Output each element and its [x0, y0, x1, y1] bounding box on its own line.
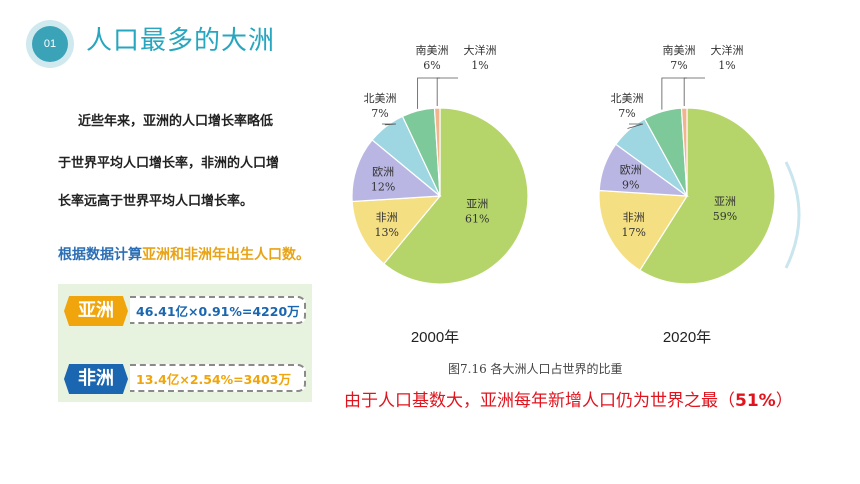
- pie-2000-pct-oceania: 1%: [471, 59, 488, 72]
- pie-2000-label-africa: 非洲: [376, 211, 398, 224]
- pie-2020-leader-north-america: [627, 123, 644, 129]
- pie-2020-pct-oceania: 1%: [718, 59, 735, 72]
- pie-2020-pct-africa: 17%: [621, 226, 645, 239]
- calc-label-africa: 非洲: [64, 364, 128, 394]
- pie-2000-slice-asia: [383, 107, 529, 285]
- hint-part-1: 根据数据计算: [58, 247, 142, 263]
- pie-2020-pct-asia: 59%: [713, 210, 737, 223]
- pie-2000-leader-north-america: [382, 123, 397, 126]
- pie-2000-pct-europe: 12%: [371, 181, 395, 194]
- decorative-arc: [784, 161, 801, 269]
- pie-2020-leader-oceania: [683, 77, 705, 107]
- pie-2020-label-oceania: 大洋洲: [711, 43, 744, 57]
- pie-2020-leader-south-america: [661, 77, 687, 110]
- pie-chart-2020: 亚洲 59% 非洲 17% 欧洲 9% 北美洲 7% 南美洲 7% 大洋洲 1%: [598, 43, 776, 285]
- pie-2020-label-asia: 亚洲: [714, 195, 736, 208]
- pie-2000-slice-africa: [351, 195, 442, 265]
- pie-charts: 亚洲 61% 非洲 13% 欧洲 12% 北美洲 7% 南美洲 6% 大洋洲 1% 亚洲 59% 非洲 17…: [351, 43, 776, 346]
- pie-2000-label-europe: 欧洲: [372, 166, 394, 179]
- section-number-badge: 01: [26, 20, 74, 68]
- pie-chart-2000: 亚洲 61% 非洲 13% 欧洲 12% 北美洲 7% 南美洲 6% 大洋洲 1%: [351, 43, 529, 285]
- pie-2020-xlabel: 2020年: [663, 329, 711, 346]
- section-number: 01: [32, 26, 68, 62]
- calc-row-africa: 非洲 13.4亿×2.54%=3403万: [64, 360, 316, 400]
- conclusion: 由于人口基数大，亚洲每年新增人口仍为世界之最（51%）: [344, 386, 793, 411]
- conclusion-close: ）: [775, 391, 793, 411]
- figure-caption: 图7.16 各大洲人口占世界的比重: [448, 362, 623, 376]
- pie-2020-pct-south-america: 7%: [670, 59, 687, 72]
- pie-2020-slice-africa: [598, 189, 689, 272]
- pie-2000-label-south-america: 南美洲: [416, 44, 449, 57]
- pie-2000-slice-oceania: [433, 107, 441, 197]
- pie-2020-label-europe: 欧洲: [620, 164, 642, 177]
- calculation-panel: 亚洲 46.41亿×0.91%=4220万 非洲 13.4亿×2.54%=340…: [58, 284, 312, 402]
- calc-row-asia: 亚洲 46.41亿×0.91%=4220万: [64, 292, 316, 332]
- hint-part-2: 亚洲和非洲年出生人口数。: [142, 247, 310, 263]
- paragraph-line-2: 于世界平均人口增长率，非洲的人口增: [58, 156, 280, 171]
- paragraph-line-1: 近些年来，亚洲的人口增长率略低: [78, 114, 274, 129]
- pie-2000-pct-africa: 13%: [374, 226, 398, 239]
- calc-formula-asia: 46.41亿×0.91%=4220万: [130, 296, 306, 324]
- pie-2000-label-asia: 亚洲: [466, 197, 488, 210]
- calc-formula-africa: 13.4亿×2.54%=3403万: [130, 364, 306, 392]
- pie-2000-leader-oceania: [436, 77, 458, 107]
- pie-2000-pct-asia: 61%: [465, 212, 489, 225]
- calculation-hint: 根据数据计算亚洲和非洲年出生人口数。: [58, 244, 310, 264]
- pie-2000-label-oceania: 大洋洲: [464, 43, 497, 57]
- paragraph-line-3: 长率远高于世界平均人口增长率。: [58, 194, 254, 209]
- pie-2020-slice-oceania: [680, 107, 688, 197]
- pie-2020-label-africa: 非洲: [623, 211, 645, 224]
- pie-2000-xlabel: 2000年: [411, 329, 459, 346]
- pie-2020-pct-north-america: 7%: [618, 107, 635, 120]
- calc-label-asia: 亚洲: [64, 296, 128, 326]
- pie-2000-leader-south-america: [417, 77, 440, 109]
- conclusion-text: 由于人口基数大，亚洲每年新增人口仍为世界之最（: [344, 391, 735, 411]
- pie-2000-slice-europe: [351, 139, 442, 203]
- pie-2020-pct-europe: 9%: [622, 179, 639, 192]
- pie-2000-pct-south-america: 6%: [423, 59, 440, 72]
- conclusion-pct: 51%: [735, 391, 776, 411]
- pie-2000-label-north-america: 北美洲: [364, 92, 397, 105]
- pie-2000-pct-north-america: 7%: [371, 107, 388, 120]
- pie-2020-slice-asia: [639, 107, 776, 285]
- pie-2020-label-south-america: 南美洲: [663, 44, 696, 57]
- page-title: 人口最多的大洲: [86, 26, 276, 56]
- pie-2020-label-north-america: 北美洲: [611, 92, 644, 105]
